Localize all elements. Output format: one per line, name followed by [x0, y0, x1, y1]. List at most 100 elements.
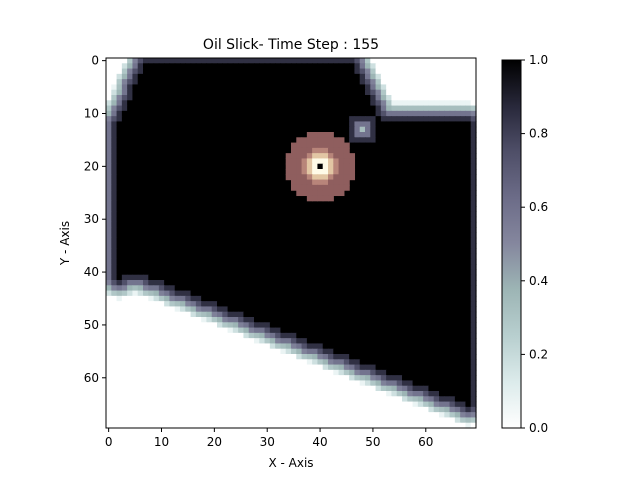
- heatmap-cell: [121, 110, 128, 117]
- heatmap-cell: [206, 380, 213, 387]
- heatmap-cell: [386, 364, 393, 371]
- heatmap-cell: [396, 269, 403, 276]
- heatmap-cell: [116, 343, 123, 350]
- heatmap-cell: [243, 116, 250, 123]
- heatmap-cell: [174, 269, 181, 276]
- heatmap-cell: [185, 227, 192, 234]
- heatmap-cell: [227, 343, 234, 350]
- heatmap-cell: [380, 200, 387, 207]
- heatmap-cell: [312, 380, 319, 387]
- heatmap-cell: [370, 121, 377, 128]
- heatmap-cell: [127, 126, 134, 133]
- heatmap-cell: [380, 369, 387, 376]
- heatmap-cell: [354, 121, 361, 128]
- heatmap-cell: [201, 79, 208, 86]
- heatmap-cell: [116, 126, 123, 133]
- heatmap-cell: [269, 290, 276, 297]
- heatmap-cell: [449, 216, 456, 223]
- heatmap-cell: [259, 195, 266, 202]
- heatmap-cell: [359, 163, 366, 170]
- heatmap-cell: [396, 391, 403, 397]
- heatmap-cell: [211, 306, 218, 313]
- heatmap-cell: [417, 206, 424, 212]
- heatmap-cell: [428, 100, 435, 107]
- heatmap-cell: [127, 280, 134, 286]
- heatmap-cell: [365, 375, 371, 382]
- heatmap-cell: [222, 264, 229, 271]
- heatmap-cell: [312, 359, 319, 366]
- heatmap-cell: [407, 364, 414, 371]
- heatmap-cell: [338, 375, 345, 382]
- heatmap-cell: [428, 110, 435, 117]
- heatmap-cell: [195, 369, 202, 376]
- heatmap-cell: [106, 359, 112, 366]
- heatmap-cell: [301, 396, 308, 403]
- heatmap-cell: [174, 110, 181, 117]
- heatmap-cell: [375, 211, 382, 218]
- heatmap-cell: [322, 269, 329, 276]
- heatmap-cell: [121, 211, 128, 218]
- heatmap-cell: [285, 243, 292, 249]
- heatmap-cell: [291, 264, 297, 271]
- heatmap-cell: [190, 369, 197, 376]
- heatmap-cell: [243, 422, 250, 429]
- oil-source-cell: [306, 174, 313, 181]
- heatmap-cell: [370, 396, 377, 403]
- heatmap-cell: [380, 132, 387, 138]
- heatmap-cell: [343, 195, 350, 202]
- heatmap-cell: [143, 317, 149, 323]
- heatmap-cell: [328, 126, 334, 133]
- heatmap-cell: [190, 237, 197, 244]
- heatmap-cell: [354, 375, 361, 382]
- heatmap-cell: [116, 258, 123, 265]
- heatmap-cell: [259, 306, 266, 313]
- heatmap-cell: [148, 338, 155, 345]
- heatmap-cell: [275, 369, 282, 376]
- heatmap-cell: [248, 243, 255, 249]
- heatmap-cell: [439, 348, 445, 355]
- heatmap-cell: [465, 295, 472, 302]
- heatmap-cell: [269, 163, 276, 170]
- heatmap-cell: [227, 179, 234, 186]
- heatmap-cell: [275, 380, 282, 387]
- heatmap-cell: [217, 163, 223, 170]
- heatmap-cell: [269, 184, 276, 191]
- heatmap-cell: [428, 343, 435, 350]
- heatmap-cell: [280, 322, 287, 329]
- heatmap-cell: [132, 105, 139, 112]
- heatmap-cell: [132, 73, 139, 80]
- heatmap-cell: [243, 58, 250, 64]
- heatmap-cell: [407, 179, 414, 186]
- heatmap-cell: [354, 280, 361, 286]
- heatmap-cell: [333, 237, 340, 244]
- heatmap-cell: [259, 132, 266, 138]
- heatmap-cell: [402, 68, 408, 75]
- heatmap-cell: [185, 63, 192, 70]
- heatmap-cell: [269, 348, 276, 355]
- heatmap-cell: [449, 306, 456, 313]
- heatmap-cell: [280, 385, 287, 392]
- heatmap-cell: [106, 89, 112, 96]
- heatmap-cell: [169, 269, 176, 276]
- heatmap-cell: [465, 391, 472, 397]
- heatmap-cell: [185, 232, 192, 239]
- heatmap-cell: [195, 132, 202, 138]
- heatmap-cell: [243, 354, 250, 360]
- heatmap-cell: [264, 221, 271, 228]
- heatmap-cell: [439, 417, 445, 424]
- heatmap-cell: [291, 200, 297, 207]
- heatmap-cell: [285, 126, 292, 133]
- heatmap-cell: [428, 401, 435, 408]
- heatmap-cell: [417, 338, 424, 345]
- heatmap-cell: [354, 73, 361, 80]
- heatmap-cell: [106, 317, 112, 323]
- heatmap-cell: [291, 237, 297, 244]
- heatmap-cell: [116, 311, 123, 318]
- heatmap-cell: [423, 396, 430, 403]
- heatmap-cell: [444, 100, 451, 107]
- heatmap-cell: [254, 327, 260, 334]
- heatmap-cell: [111, 169, 118, 175]
- heatmap-cell: [391, 348, 398, 355]
- heatmap-cell: [338, 264, 345, 271]
- heatmap-cell: [238, 248, 245, 255]
